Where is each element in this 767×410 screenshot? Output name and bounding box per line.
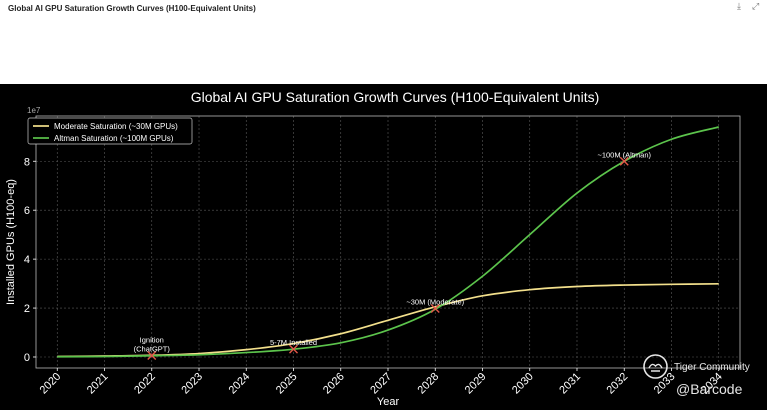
annotation-marker <box>619 156 629 166</box>
x-tick-label: 2031 <box>557 371 583 397</box>
x-tick-label: 2022 <box>132 371 158 397</box>
x-tick-label: 2026 <box>321 371 347 397</box>
x-tick-label: 2020 <box>38 371 64 397</box>
expand-icon[interactable]: ⤢ <box>752 2 760 12</box>
annotation-marker <box>289 344 298 354</box>
x-tick-label: 2024 <box>227 371 253 397</box>
tiger-logo-icon <box>643 354 668 379</box>
x-tick-label: 2028 <box>416 371 442 397</box>
x-tick-label: 2029 <box>463 371 489 397</box>
annotation-label: Ignition (ChatGPT) <box>134 336 171 354</box>
x-tick-label: 2027 <box>368 371 394 397</box>
series-line-altman <box>57 126 719 358</box>
legend-label: Moderate Saturation (~30M GPUs) <box>54 122 178 131</box>
chart-container: Global AI GPU Saturation Growth Curves (… <box>0 84 767 410</box>
y-tick-label: 6 <box>24 205 30 217</box>
chart-title: Global AI GPU Saturation Growth Curves (… <box>191 89 600 105</box>
annotation-label: ~30M (Moderate) <box>406 298 464 307</box>
document-header: Global AI GPU Saturation Growth Curves (… <box>0 0 767 84</box>
annotation-marker <box>147 351 157 361</box>
legend-label: Altman Saturation (~100M GPUs) <box>54 134 174 143</box>
y-scale-label: 1e7 <box>27 106 41 115</box>
y-tick-label: 2 <box>24 303 30 315</box>
y-axis-label: Installed GPUs (H100-eq) <box>5 179 17 305</box>
x-tick-label: 2021 <box>85 371 111 397</box>
x-tick-label: 2032 <box>605 371 631 397</box>
watermark-community: Tiger Community <box>674 362 750 373</box>
y-tick-label: 4 <box>24 254 30 266</box>
x-tick-label: 2030 <box>510 371 536 397</box>
legend-box <box>27 117 193 145</box>
x-tick-label: 2023 <box>179 371 205 397</box>
download-icon[interactable]: ⤓ <box>737 2 741 12</box>
annotation-label: ~100M (Altman) <box>597 150 651 159</box>
annotation-label: 5-7M Installed <box>270 338 317 347</box>
growth-chart: Global AI GPU Saturation Growth Curves (… <box>5 89 741 408</box>
x-tick-label: 2025 <box>274 371 300 397</box>
y-tick-label: 0 <box>24 352 30 364</box>
annotation-marker <box>430 304 440 314</box>
document-title: Global AI GPU Saturation Growth Curves (… <box>8 4 256 13</box>
x-axis-label: Year <box>377 396 400 408</box>
watermark-handle: @Barcode <box>676 381 743 397</box>
y-tick-label: 8 <box>24 156 30 168</box>
